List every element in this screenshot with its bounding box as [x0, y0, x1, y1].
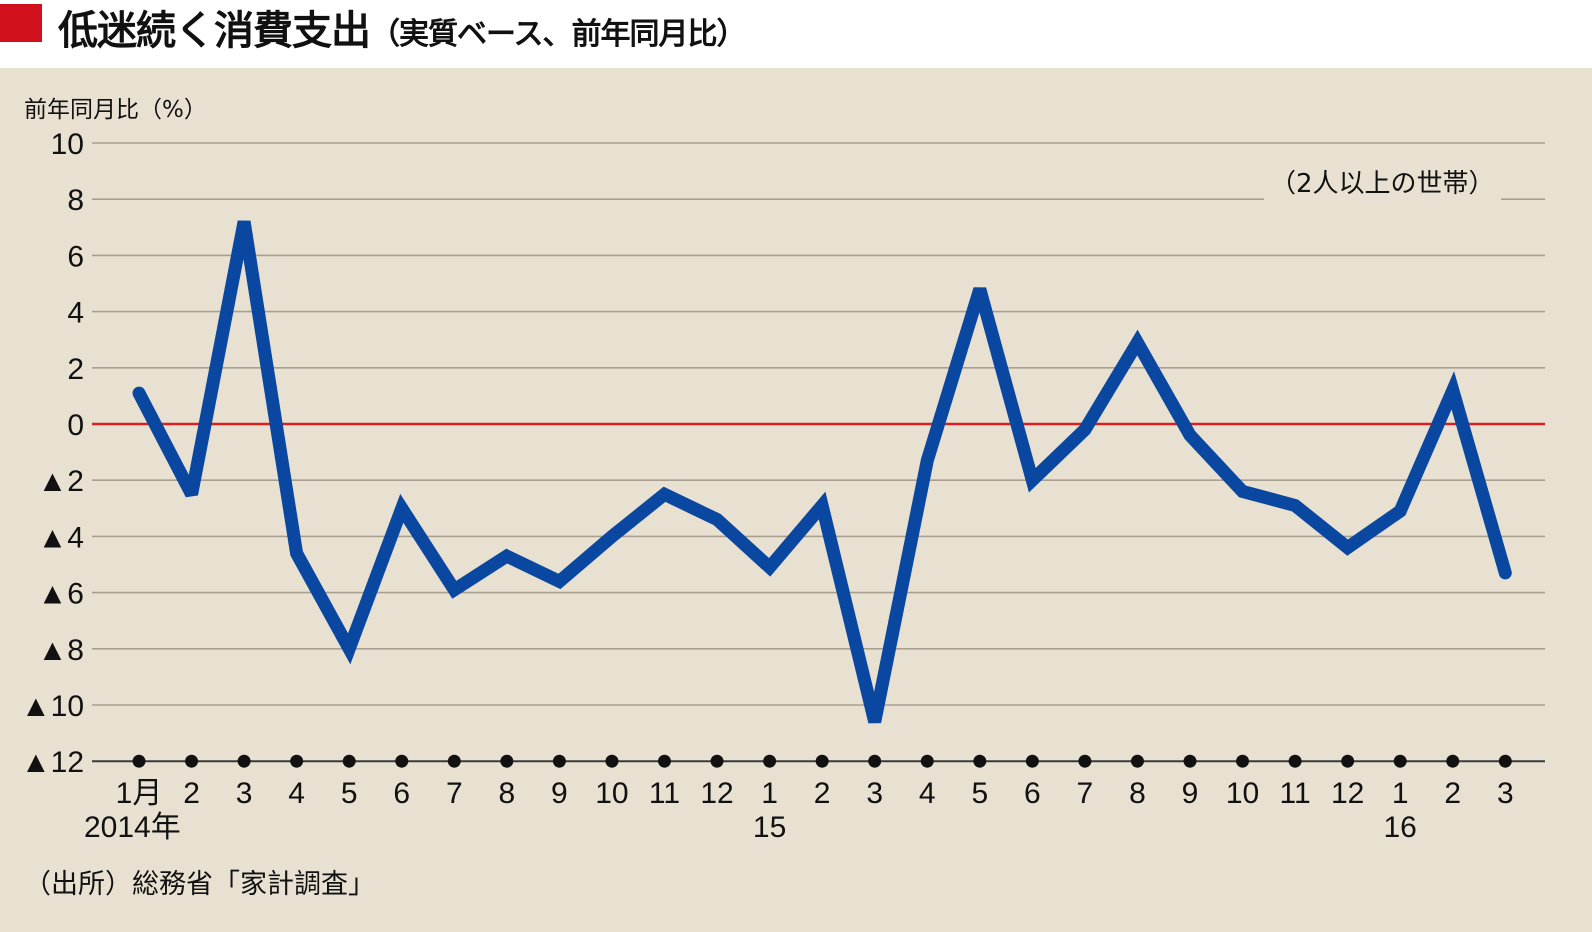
x-tick-label: 7 [446, 777, 463, 810]
x-tick-marker [973, 754, 987, 768]
y-tick-label: ▲8 [38, 634, 84, 667]
x-tick-marker [447, 754, 461, 768]
x-tick-label: 5 [341, 777, 358, 810]
x-tick-marker [237, 754, 251, 768]
x-tick-marker [710, 754, 724, 768]
chart-title-sub: （実質ベース、前年同月比） [370, 17, 746, 52]
x-tick-marker [1130, 754, 1144, 768]
x-tick-label: 3 [236, 777, 253, 810]
x-tick-label: 8 [499, 777, 516, 810]
x-tick-label: 10 [1226, 777, 1259, 810]
x-tick-marker [763, 754, 777, 768]
y-tick-label: 0 [67, 409, 84, 442]
x-tick-marker [132, 754, 146, 768]
x-tick-label: 1 [1392, 777, 1409, 810]
x-year-label: 16 [1384, 811, 1417, 844]
x-tick-label: 3 [1497, 777, 1514, 810]
x-tick-marker [395, 754, 409, 768]
x-tick-label: 12 [1331, 777, 1364, 810]
y-tick-label: 8 [67, 184, 84, 217]
chart-title: 低迷続く消費支出（実質ベース、前年同月比） [58, 0, 746, 56]
x-tick-marker [920, 754, 934, 768]
x-tick-label: 8 [1129, 777, 1146, 810]
y-tick-label: 2 [67, 353, 84, 386]
x-year-label: 2014年 [84, 811, 181, 844]
y-tick-label: ▲6 [38, 578, 84, 611]
y-tick-label: 4 [67, 297, 84, 330]
y-tick-label: ▲12 [21, 746, 84, 779]
x-tick-marker [1183, 754, 1197, 768]
x-tick-marker [1498, 754, 1512, 768]
x-tick-label: 9 [1182, 777, 1199, 810]
x-tick-label: 6 [393, 777, 410, 810]
chart-panel [0, 68, 1592, 932]
x-tick-marker [1078, 754, 1092, 768]
x-year-label: 15 [753, 811, 786, 844]
x-tick-marker [185, 754, 199, 768]
x-tick-label: 11 [1280, 777, 1311, 810]
x-tick-marker [552, 754, 566, 768]
x-tick-label: 2 [183, 777, 200, 810]
y-tick-label: 10 [51, 128, 84, 161]
x-tick-label: 11 [649, 777, 680, 810]
x-tick-label: 1 [761, 777, 778, 810]
x-tick-marker [605, 754, 619, 768]
x-tick-marker [290, 754, 304, 768]
y-tick-label: 6 [67, 240, 84, 273]
chart-title-main: 低迷続く消費支出 [58, 8, 371, 54]
x-tick-marker [342, 754, 356, 768]
x-tick-marker [658, 754, 671, 768]
x-tick-marker [1025, 754, 1039, 768]
x-tick-label: 10 [595, 777, 628, 810]
source-note: （出所）総務省「家計調査」 [24, 869, 375, 900]
x-tick-marker [1446, 754, 1460, 768]
y-tick-label: ▲4 [38, 521, 84, 554]
x-tick-marker [815, 754, 829, 768]
x-tick-marker [868, 754, 882, 768]
data-series-line [132, 220, 1512, 724]
chart-note: （2人以上の世帯） [1264, 163, 1501, 200]
x-tick-label: 3 [866, 777, 883, 810]
x-tick-label: 2 [1444, 777, 1461, 810]
x-tick-label: 1月 [116, 777, 163, 810]
x-tick-label: 4 [919, 777, 936, 810]
x-tick-label: 4 [288, 777, 305, 810]
x-tick-label: 12 [700, 777, 733, 810]
title-bar: 低迷続く消費支出（実質ベース、前年同月比） [0, 0, 1592, 68]
x-tick-marker [1341, 754, 1355, 768]
title-accent-mark [0, 4, 42, 42]
x-tick-label: 7 [1077, 777, 1094, 810]
x-tick-marker [1393, 754, 1407, 768]
x-tick-marker [1288, 754, 1302, 768]
x-tick-label: 9 [551, 777, 568, 810]
y-axis-label: 前年同月比（%） [24, 97, 207, 123]
y-tick-label: ▲10 [21, 690, 84, 723]
x-tick-label: 6 [1024, 777, 1041, 810]
x-tick-label: 2 [814, 777, 831, 810]
y-tick-label: ▲2 [38, 465, 84, 498]
x-tick-marker [1236, 754, 1250, 768]
x-tick-label: 5 [971, 777, 988, 810]
x-tick-marker [500, 754, 514, 768]
